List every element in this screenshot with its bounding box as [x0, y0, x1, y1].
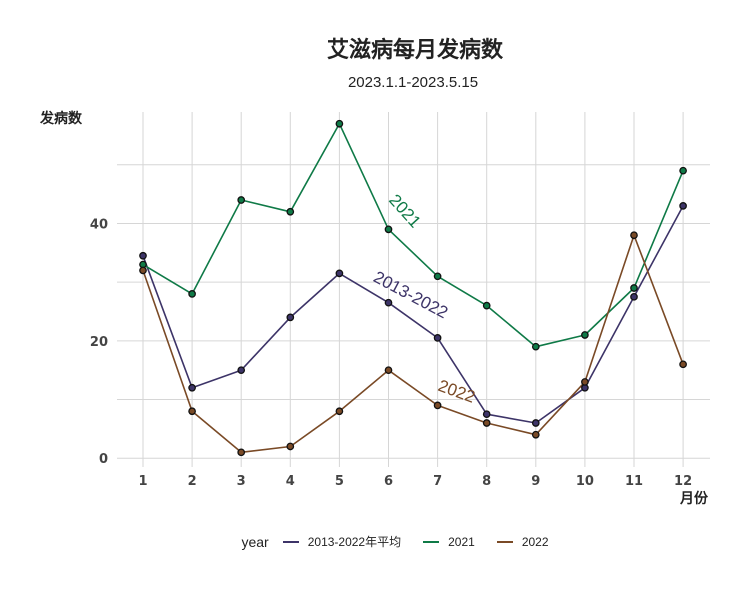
- data-point: [237, 366, 246, 375]
- x-tick-label: 7: [433, 474, 442, 489]
- data-point: [139, 266, 147, 275]
- legend: year 2013-2022年平均 2021 2022: [0, 533, 752, 550]
- data-point: [630, 231, 638, 240]
- data-points: [139, 119, 687, 457]
- data-point: [679, 202, 687, 210]
- data-point: [433, 334, 442, 342]
- data-point: [237, 196, 246, 204]
- legend-label: 2021: [448, 534, 475, 549]
- data-point: [482, 301, 491, 310]
- legend-title: year: [241, 533, 269, 550]
- series-label: 2021: [385, 191, 424, 232]
- legend-item-2022: 2022: [496, 534, 549, 549]
- data-point: [581, 378, 589, 386]
- series-lines: [142, 122, 684, 454]
- x-tick-label: 5: [335, 474, 344, 489]
- data-point: [286, 442, 295, 451]
- data-point: [531, 430, 540, 439]
- x-tick-label: 2: [188, 474, 197, 489]
- data-point: [531, 419, 540, 427]
- data-point: [188, 407, 196, 416]
- x-tick-label: 1: [138, 474, 147, 489]
- y-tick-label: 40: [90, 217, 108, 232]
- data-point: [433, 272, 442, 281]
- data-point: [384, 298, 393, 307]
- x-tick-label: 6: [384, 474, 393, 489]
- data-point: [384, 366, 393, 375]
- data-point: [679, 166, 687, 175]
- data-point: [384, 225, 393, 234]
- series-label: 2022: [436, 376, 478, 407]
- x-tick-label: 9: [531, 474, 540, 489]
- series-line: [142, 205, 684, 424]
- chart-subtitle: 2023.1.1-2023.5.15: [347, 74, 479, 91]
- data-point: [286, 313, 295, 322]
- data-point: [581, 331, 589, 339]
- data-point: [188, 290, 196, 298]
- data-point: [531, 342, 540, 351]
- legend-swatch: [282, 540, 299, 543]
- x-tick-label: 11: [625, 474, 643, 489]
- y-tick-label: 20: [90, 335, 108, 350]
- chart-title: 艾滋病每月发病数: [326, 37, 503, 63]
- legend-swatch: [496, 540, 513, 543]
- data-point: [188, 383, 196, 392]
- x-tick-label: 12: [674, 474, 692, 489]
- series-line: [142, 122, 684, 348]
- data-point: [679, 360, 687, 369]
- y-tick-label: 0: [99, 452, 108, 467]
- data-point: [335, 269, 344, 278]
- data-point: [286, 207, 295, 216]
- x-tick-label: 10: [576, 474, 594, 489]
- data-point: [482, 410, 491, 419]
- x-tick-label: 4: [286, 474, 295, 489]
- x-tick-label: 3: [237, 474, 246, 489]
- legend-label: 2013-2022年平均: [307, 535, 402, 549]
- legend-item-2021: 2021: [423, 535, 475, 549]
- legend-item-avg: 2013-2022年平均: [282, 533, 402, 550]
- data-point: [630, 284, 638, 292]
- data-point: [482, 419, 491, 427]
- data-point: [335, 407, 344, 416]
- x-tick-label: 8: [482, 474, 491, 489]
- data-point: [433, 401, 442, 410]
- data-point: [335, 119, 344, 128]
- x-axis-label: 月份: [680, 491, 708, 507]
- y-axis-label: 发病数: [40, 111, 82, 127]
- legend-swatch: [423, 540, 440, 543]
- data-point: [630, 292, 638, 301]
- legend-label: 2022: [521, 534, 549, 549]
- series-line: [142, 234, 684, 454]
- data-point: [139, 251, 147, 260]
- data-point: [237, 448, 246, 457]
